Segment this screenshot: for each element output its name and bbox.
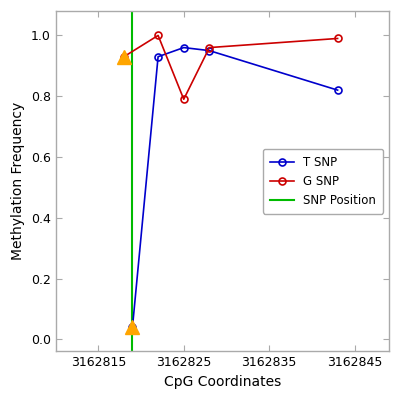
Y-axis label: Methylation Frequency: Methylation Frequency [11,102,25,260]
Legend: T SNP, G SNP, SNP Position: T SNP, G SNP, SNP Position [263,149,383,214]
X-axis label: CpG Coordinates: CpG Coordinates [164,375,281,389]
